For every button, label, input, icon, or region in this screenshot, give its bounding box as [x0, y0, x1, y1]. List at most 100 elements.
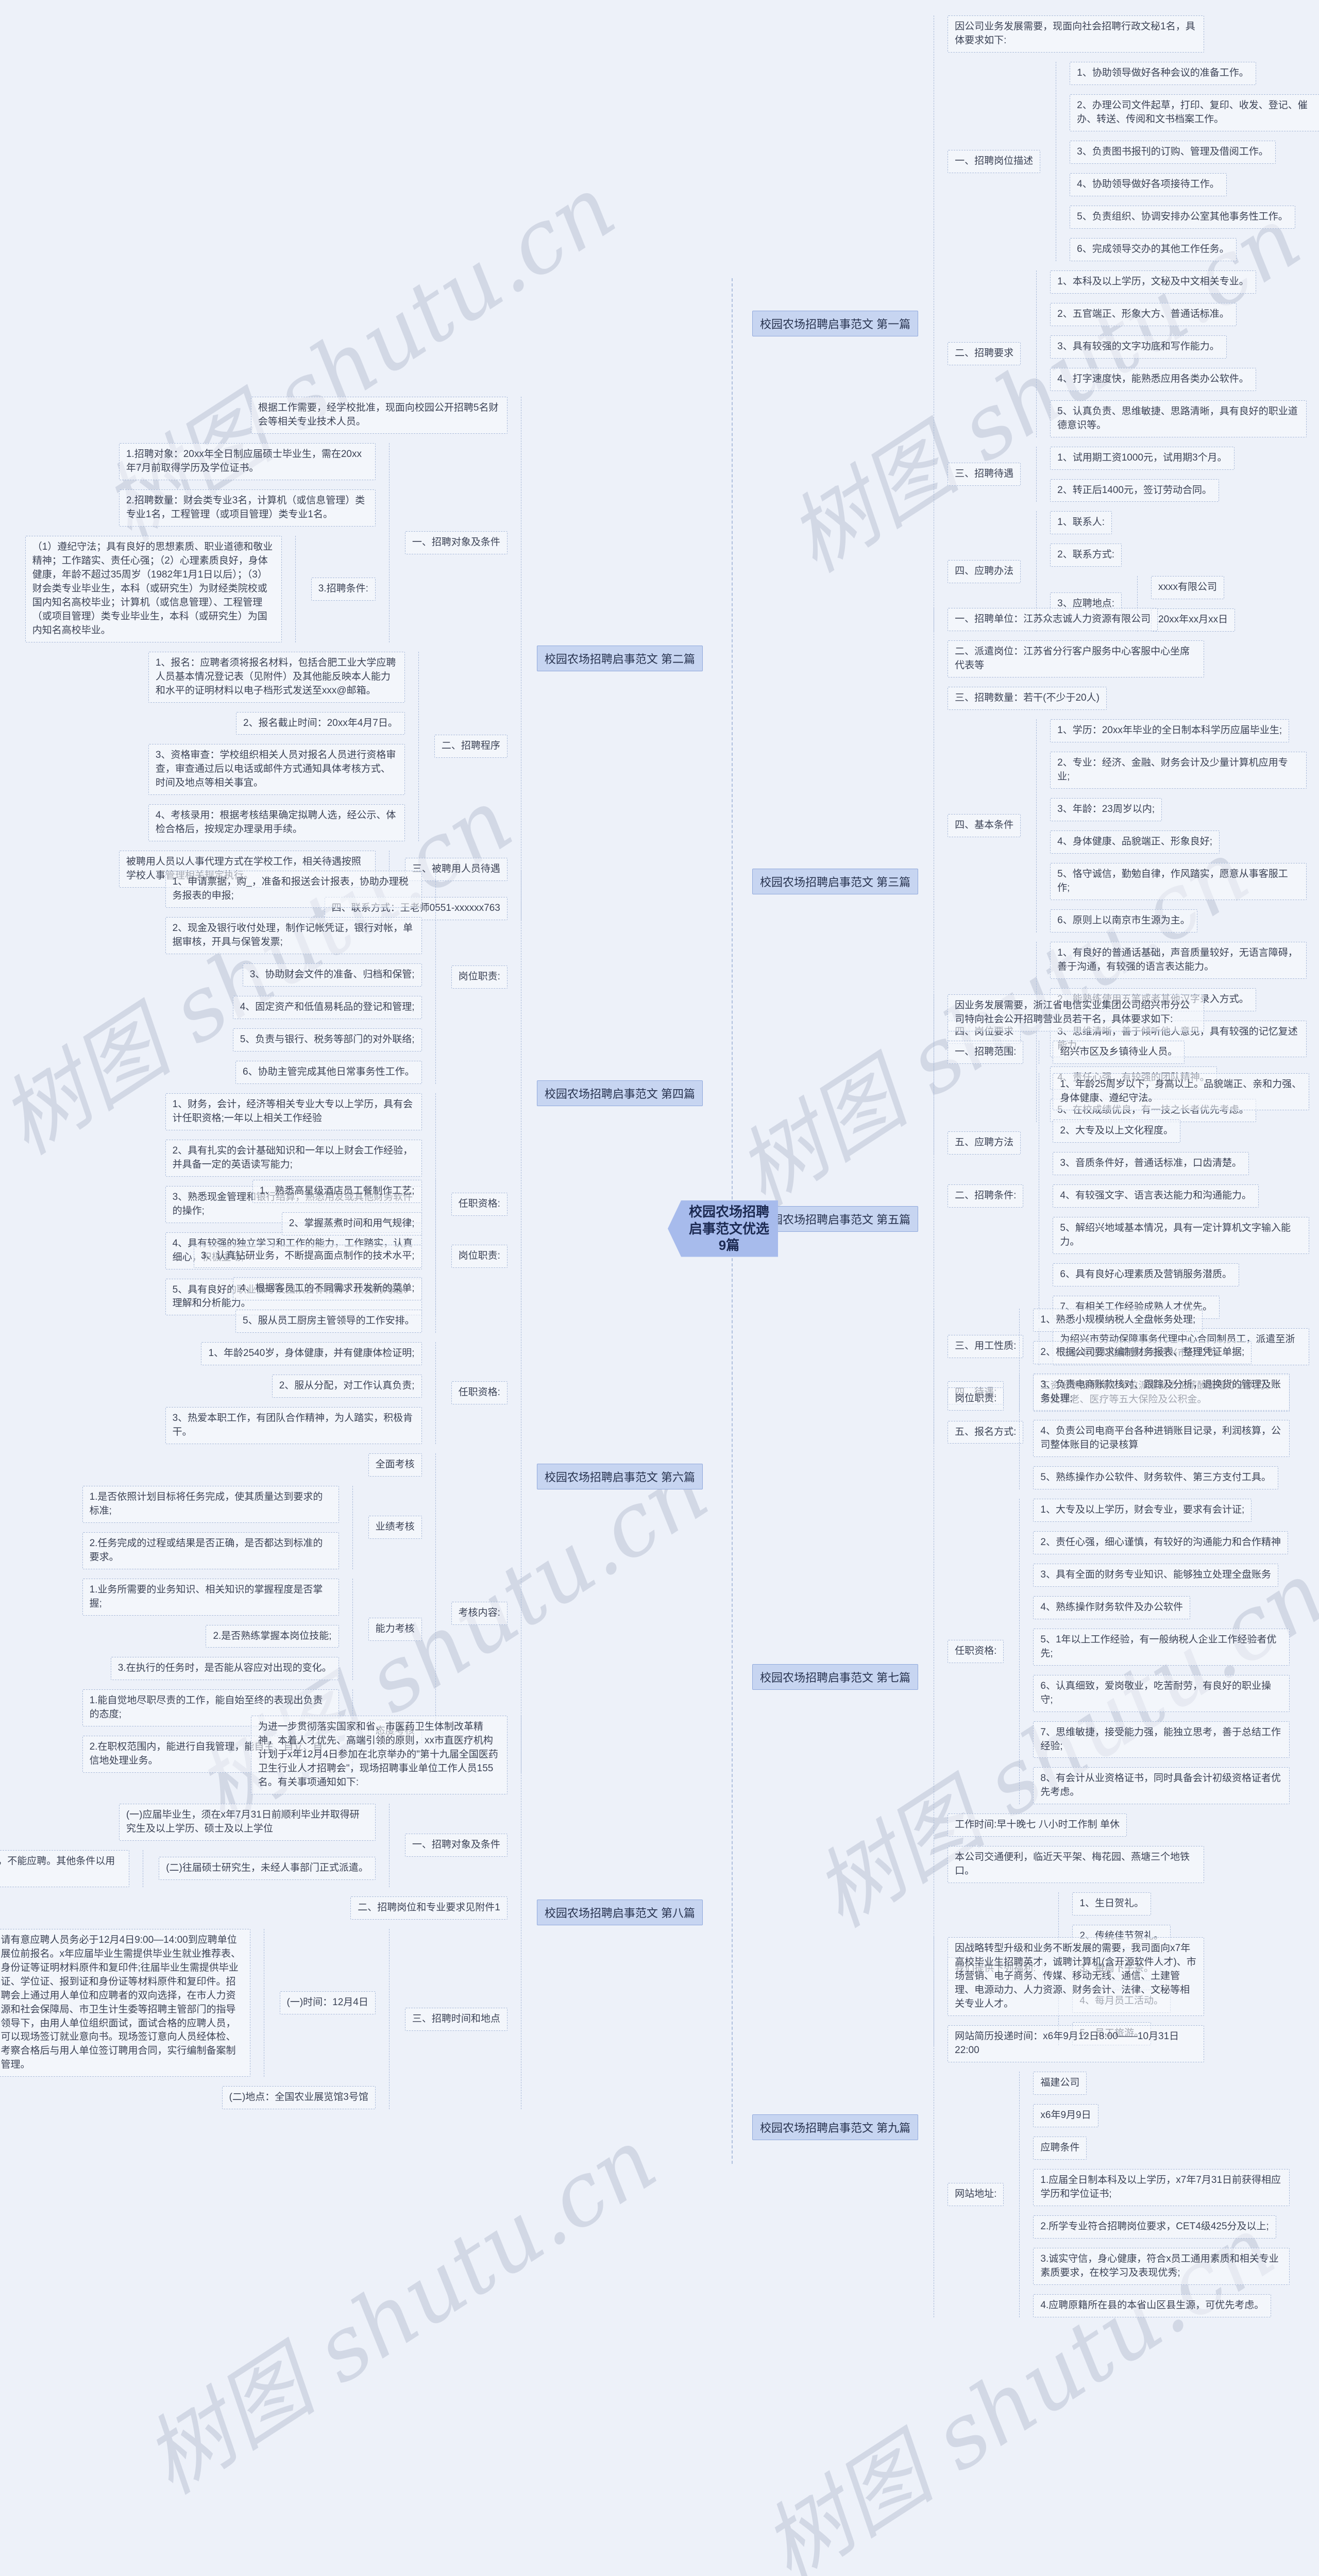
- map-node[interactable]: 任职资格:: [451, 1193, 508, 1216]
- map-node[interactable]: 业绩考核: [368, 1516, 422, 1539]
- map-node[interactable]: 2.任务完成的过程或结果是否正确，是否都达到标准的要求。: [82, 1532, 339, 1569]
- map-node[interactable]: x6年9月9日: [1033, 2104, 1098, 2127]
- branch-label[interactable]: 校园农场招聘启事范文 第六篇: [536, 1463, 703, 1489]
- map-node[interactable]: (一)应届毕业生，须在x年7月31日前顺利毕业并取得研究生及以上学历、硕士及以上…: [119, 1803, 376, 1841]
- map-node[interactable]: 2、责任心强，细心谨慎，有较好的沟通能力和合作精神: [1033, 1531, 1288, 1554]
- map-node[interactable]: 4、协助领导做好各项接待工作。: [1070, 173, 1227, 196]
- map-node[interactable]: 3.招聘条件:: [311, 577, 376, 601]
- map-node[interactable]: 三、用工性质:: [948, 1335, 1024, 1359]
- map-node[interactable]: 二、招聘条件:: [948, 1184, 1024, 1208]
- map-node[interactable]: 4、打字速度快，能熟悉应用各类办公软件。: [1050, 367, 1256, 391]
- map-node[interactable]: 本公司交通便利，临近天平架、梅花园、燕塘三个地铁口。: [948, 1846, 1205, 1884]
- map-node[interactable]: 1、年龄2540岁，身体健康，并有健康体检证明;: [201, 1342, 422, 1365]
- map-node[interactable]: 3、热爱本职工作，有团队合作精神，为人踏实，积极肯干。: [165, 1406, 422, 1444]
- map-node[interactable]: 3、负责图书报刊的订购、管理及借阅工作。: [1070, 140, 1276, 164]
- map-node[interactable]: 6、完成领导交办的其他工作任务。: [1070, 238, 1237, 261]
- map-node[interactable]: 3、年龄：23周岁以内;: [1050, 798, 1162, 821]
- branch-label[interactable]: 校园农场招聘启事范文 第三篇: [752, 868, 919, 894]
- map-node[interactable]: (二)地点：全国农业展览馆3号馆: [222, 2086, 376, 2110]
- map-node[interactable]: 2、办理公司文件起草，打印、复印、收发、登记、催办、转送、传阅和文书档案工作。: [1070, 94, 1319, 131]
- map-node[interactable]: 1.是否依照计划目标将任务完成，使其质量达到要求的标准;: [82, 1485, 339, 1523]
- map-node[interactable]: 4、负责公司电商平台各种进销账目记录，利润核算，公司整体账目的记录核算: [1033, 1419, 1290, 1457]
- map-node[interactable]: 一、招聘对象及条件: [404, 531, 508, 554]
- map-node[interactable]: 2.招聘数量：财会类专业3名，计算机（或信息管理）类专业1名，工程管理（或项目管…: [119, 489, 376, 527]
- map-node[interactable]: 5、负责组织、协调安排办公室其他事务性工作。: [1070, 205, 1295, 229]
- map-node[interactable]: 1、本科及以上学历，文秘及中文相关专业。: [1050, 270, 1256, 294]
- map-node[interactable]: 3.在执行的任务时，是否能从容应对出现的变化。: [110, 1657, 339, 1681]
- map-node[interactable]: 1、有良好的普通话基础，声音质量较好，无语言障碍，善于沟通，有较强的语言表达能力…: [1050, 941, 1307, 979]
- map-node[interactable]: 20xx年xx月xx日: [1151, 608, 1236, 632]
- map-node[interactable]: 7、思维敏捷，接受能力强，能独立思考，善于总结工作经验;: [1033, 1721, 1290, 1758]
- map-node[interactable]: (一)时间：12月4日: [279, 1991, 376, 2015]
- map-node[interactable]: 2、掌握蒸煮时间和用气规律;: [281, 1212, 422, 1235]
- map-node[interactable]: 二、招聘程序: [434, 735, 508, 758]
- map-node[interactable]: 1、生日贺礼。: [1072, 1892, 1151, 1916]
- map-node[interactable]: 因公司业务发展需要，现面向社会招聘行政文秘1名，具体要求如下:: [948, 15, 1205, 53]
- map-node[interactable]: 6、原则上以南京市生源为主。: [1050, 909, 1197, 933]
- map-node[interactable]: 5、熟练操作办公软件、财务软件、第三方支付工具。: [1033, 1466, 1278, 1489]
- map-node[interactable]: 3、负责电商账款核对、跟踪及分析，退换货的管理及账务处理;: [1033, 1373, 1290, 1411]
- map-node[interactable]: 1、试用期工资1000元，试用期3个月。: [1050, 446, 1235, 470]
- map-node[interactable]: 任职资格:: [948, 1640, 1004, 1664]
- map-node[interactable]: 4、固定资产和低值易耗品的登记和管理;: [232, 995, 422, 1019]
- map-node[interactable]: 五、应聘方法: [948, 1131, 1021, 1155]
- map-node[interactable]: 1.应届全日制本科及以上学历，x7年7月31日前获得相应学历和学位证书;: [1033, 2168, 1290, 2206]
- map-node[interactable]: 三、招聘待遇: [948, 463, 1021, 486]
- map-node[interactable]: 工作时间:早十晚七 八小时工作制 单休: [948, 1814, 1127, 1837]
- map-node[interactable]: 网站地址:: [948, 2182, 1004, 2206]
- map-node[interactable]: 二、派遣岗位：江苏省分行客户服务中心客服中心坐席代表等: [948, 640, 1205, 677]
- map-node[interactable]: 请有意应聘人员务必于12月4日9:00—14:00到应聘单位展位前报名。x年应届…: [0, 1928, 250, 2077]
- map-node[interactable]: 2、五官端正、形象大方、普通话标准。: [1050, 302, 1237, 326]
- map-node[interactable]: 8、有会计从业资格证书，同时具备会计初级资格证者优先考虑。: [1033, 1767, 1290, 1805]
- map-node[interactable]: 5、解绍兴地域基本情况，具有一定计算机文字输入能力。: [1053, 1216, 1310, 1254]
- map-node[interactable]: 二、招聘岗位和专业要求见附件1: [350, 1896, 508, 1920]
- map-node[interactable]: 考核内容:: [451, 1601, 508, 1625]
- map-node[interactable]: 1.能自觉地尽职尽责的工作，能自始至终的表现出负责的态度;: [82, 1689, 339, 1727]
- map-node[interactable]: 1、协助领导做好各种会议的准备工作。: [1070, 61, 1256, 85]
- map-node[interactable]: 三、招聘时间和地点: [404, 2007, 508, 2031]
- map-node[interactable]: 4、身体健康、品貌端正、形象良好;: [1050, 830, 1220, 854]
- map-node[interactable]: 一、招聘对象及条件: [404, 1834, 508, 1857]
- map-node[interactable]: 能力考核: [368, 1618, 422, 1641]
- map-node[interactable]: 3、认真钻研业务，不断提高面点制作的技术水平;: [193, 1244, 422, 1268]
- map-node[interactable]: 一、招聘岗位描述: [948, 149, 1041, 173]
- map-node[interactable]: 2、根据公司要求编制财务报表、整理凭证单据;: [1033, 1341, 1252, 1364]
- map-node[interactable]: 1、学历：20xx年毕业的全日制本科学历应届毕业生;: [1050, 719, 1290, 742]
- map-node[interactable]: 3.诚实守信，身心健康，符合x员工通用素质和相关专业素质要求，在校学习及表现优秀…: [1033, 2247, 1290, 2285]
- map-node[interactable]: 应聘条件: [1033, 2136, 1087, 2160]
- branch-label[interactable]: 校园农场招聘启事范文 第一篇: [752, 311, 919, 337]
- map-node[interactable]: 4.应聘原籍所在县的本省山区县生源，可优先考虑。: [1033, 2294, 1272, 2317]
- map-node[interactable]: 岗位职责:: [451, 965, 508, 989]
- map-node[interactable]: (二)往届硕士研究生，未经人事部门正式派遣。: [159, 1857, 376, 1880]
- map-node[interactable]: 1、大专及以上学历，财会专业，要求有会计证;: [1033, 1498, 1252, 1522]
- map-node[interactable]: 5、恪守诚信，勤勉自律，作风踏实，愿意从事客服工作;: [1050, 862, 1307, 900]
- map-node[interactable]: 1、财务，会计，经济等相关专业大专以上学历，具有会计任职资格;一年以上相关工作经…: [165, 1093, 422, 1130]
- map-node[interactable]: 5、服从员工厨房主管领导的工作安排。: [235, 1309, 422, 1333]
- map-node[interactable]: 为进一步贯彻落实国家和省、市医药卫生体制改革精神，本着人才优先、高端引领的原则，…: [250, 1716, 508, 1794]
- map-node[interactable]: 3、具有全面的财务专业知识、能够独立处理全盘账务: [1033, 1563, 1278, 1587]
- map-node[interactable]: 1、熟悉高星级酒店员工餐制作工艺;: [252, 1180, 422, 1203]
- map-node[interactable]: 1、申请票据，购_，准备和报送会计报表，协助办理税务报表的申报;: [165, 871, 422, 908]
- map-node[interactable]: 4、熟练操作财务软件及办公软件: [1033, 1596, 1190, 1619]
- map-node[interactable]: 2、大专及以上文化程度。: [1053, 1119, 1180, 1143]
- map-node[interactable]: 2、联系方式:: [1050, 544, 1122, 567]
- branch-label[interactable]: 校园农场招聘启事范文 第四篇: [536, 1080, 703, 1106]
- map-node[interactable]: 4、考核录用：根据考核结果确定拟聘人选，经公示、体检合格后，按规定办理录用手续。: [148, 804, 405, 842]
- map-node[interactable]: 一、招聘范围:: [948, 1040, 1024, 1064]
- branch-label[interactable]: 校园农场招聘启事范文 第五篇: [752, 1206, 919, 1232]
- map-node[interactable]: 2、专业：经济、金融、财务会计及少量计算机应用专业;: [1050, 751, 1307, 789]
- map-node[interactable]: 四、应聘办法: [948, 560, 1021, 583]
- map-node[interactable]: 四、基本条件: [948, 814, 1021, 838]
- map-node[interactable]: 2、具有扎实的会计基础知识和一年以上财会工作经验，并具备一定的英语读写能力;: [165, 1139, 422, 1177]
- map-node[interactable]: xxxx有限公司: [1151, 576, 1225, 600]
- branch-label[interactable]: 校园农场招聘启事范文 第八篇: [536, 1900, 703, 1926]
- map-node[interactable]: 2、报名截止时间：20xx年4月7日。: [236, 711, 405, 735]
- branch-label[interactable]: 校园农场招聘启事范文 第二篇: [536, 646, 703, 672]
- map-node[interactable]: 5、1年以上工作经验，有一般纳税人企业工作经验者优先;: [1033, 1628, 1290, 1666]
- branch-label[interactable]: 校园农场招聘启事范文 第七篇: [752, 1664, 919, 1690]
- map-node[interactable]: 岗位职责:: [451, 1244, 508, 1268]
- map-node[interactable]: 1、报名：应聘者须将报名材料，包括合肥工业大学应聘人员基本情况登记表（见附件）及…: [148, 651, 405, 703]
- map-node[interactable]: 6、具有良好心理素质及营销服务潜质。: [1053, 1263, 1239, 1286]
- map-node[interactable]: 根据工作需要，经学校批准，现面向校园公开招聘5名财会等相关专业技术人员。: [250, 397, 508, 434]
- map-node[interactable]: 因业务发展需要，浙江省电信实业集团公司绍兴市分公司特向社会公开招聘营业员若干名，…: [948, 994, 1205, 1031]
